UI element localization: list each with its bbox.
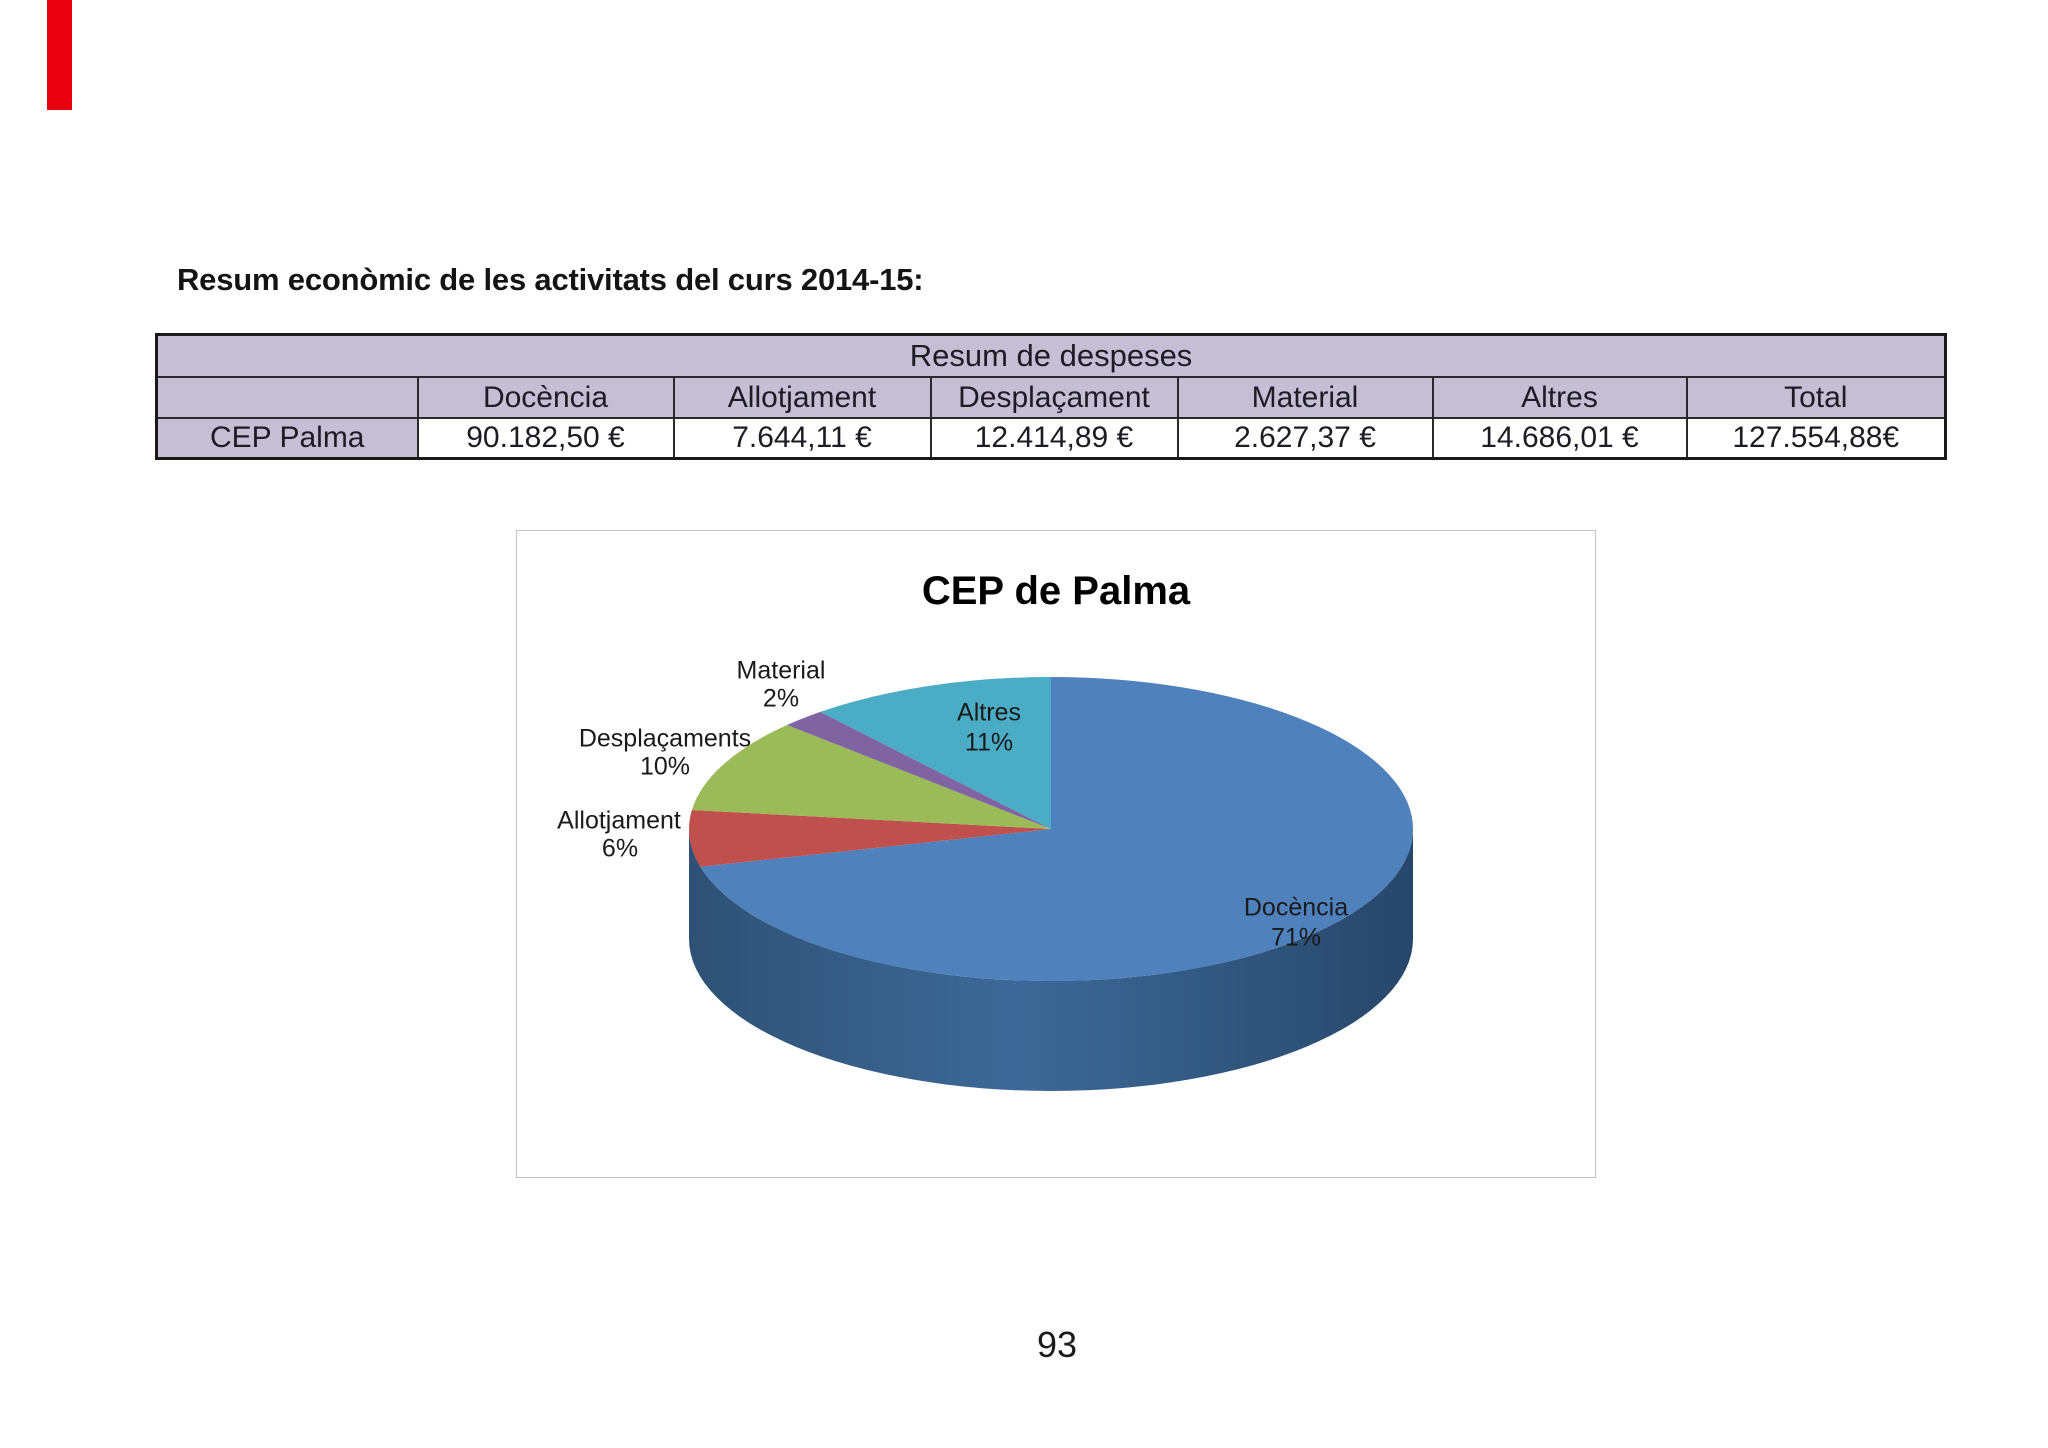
cell-total: 127.554,88€ xyxy=(1685,417,1947,460)
red-accent-bar xyxy=(47,0,72,110)
slice-pct-desplacaments: 10% xyxy=(640,753,690,781)
slice-label-altres: Altres xyxy=(957,699,1021,727)
slice-label-allotjament: Allotjament xyxy=(557,807,681,835)
slice-pct-altres: 11% xyxy=(965,729,1013,757)
cell-altres: 14.686,01 € xyxy=(1431,417,1688,460)
page-number: 93 xyxy=(1036,1324,1078,1365)
slice-label-material: Material xyxy=(737,657,826,685)
expenses-table: Resum de despeses Docència Allotjament D… xyxy=(155,333,1948,460)
column-header-allotjament: Allotjament xyxy=(672,376,932,419)
slice-label-docencia: Docència xyxy=(1244,894,1348,922)
expense-pie-chart: CEP de Palma Material 2% Desplaçaments xyxy=(516,530,1596,1178)
pie-slice-desplacaments xyxy=(691,725,1051,829)
column-header-empty xyxy=(155,376,419,419)
cell-desplacament: 12.414,89 € xyxy=(929,417,1179,460)
row-label: CEP Palma xyxy=(155,417,419,460)
cell-docencia: 90.182,50 € xyxy=(416,417,675,460)
column-header-altres: Altres xyxy=(1431,376,1688,419)
slice-label-desplacaments: Desplaçaments xyxy=(579,725,751,753)
table-title: Resum de despeses xyxy=(155,333,1947,378)
pie-slice-docencia xyxy=(700,677,1414,981)
pie-chart-canvas: Material 2% Desplaçaments 10% Allotjamen… xyxy=(557,657,1414,1091)
pie-slice-material xyxy=(787,711,1051,829)
column-header-material: Material xyxy=(1176,376,1434,419)
slice-pct-allotjament: 6% xyxy=(602,835,638,863)
chart-title: CEP de Palma xyxy=(921,569,1191,613)
cell-material: 2.627,37 € xyxy=(1176,417,1434,460)
column-header-docencia: Docència xyxy=(416,376,675,419)
table-row: CEP Palma 90.182,50 € 7.644,11 € 12.414,… xyxy=(155,417,1947,460)
cell-allotjament: 7.644,11 € xyxy=(672,417,932,460)
column-header-desplacament: Desplaçament xyxy=(929,376,1179,419)
column-header-total: Total xyxy=(1685,376,1947,419)
pie-slice-altres xyxy=(820,677,1051,829)
slice-pct-material: 2% xyxy=(763,685,799,713)
pie-slice-allotjament xyxy=(689,810,1051,867)
pie-side-rim xyxy=(689,829,1413,1091)
slice-pct-docencia: 71% xyxy=(1271,924,1321,952)
page-heading: Resum econòmic de les activitats del cur… xyxy=(177,262,924,297)
